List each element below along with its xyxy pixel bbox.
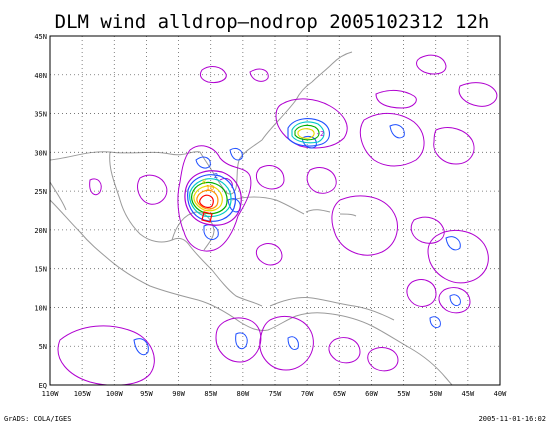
lon-tick-label: 75W [269, 390, 282, 398]
contour-label-neg2: -2 [316, 130, 324, 138]
lon-tick-label: 55W [397, 390, 410, 398]
atlantic-cluster-contours [287, 118, 331, 147]
lon-tick-label: 90W [172, 390, 185, 398]
lon-tick-label: 40W [494, 390, 507, 398]
contours-magenta [57, 54, 498, 385]
longitude-labels: 110W 105W 100W 95W 90W 85W 80W 75W 70W 65W 60W 55W 5… [42, 390, 508, 398]
lon-tick-label: 70W [301, 390, 314, 398]
lat-tick-label: 30N [34, 149, 47, 157]
lat-tick-label: 10N [34, 304, 47, 312]
footer-left: GrADS: COLA/IGES [4, 415, 71, 423]
lat-tick-label: 40N [34, 72, 47, 80]
footer-right: 2005-11-01-16:02 [479, 415, 546, 423]
map-grid [50, 36, 500, 385]
lon-tick-label: 105W [74, 390, 92, 398]
contours-blue [133, 124, 461, 356]
latitude-labels: EQ 5N 10N 15N 20N 25N 30N 35N 40N 45N [34, 33, 47, 390]
lat-tick-label: 25N [34, 188, 47, 196]
lat-tick-label: EQ [39, 382, 47, 390]
lon-tick-label: 100W [106, 390, 124, 398]
lon-tick-label: 95W [140, 390, 153, 398]
lon-tick-label: 45W [462, 390, 475, 398]
lon-tick-label: 65W [333, 390, 346, 398]
lon-tick-label: 60W [365, 390, 378, 398]
lon-tick-label: 50W [429, 390, 442, 398]
contour-label-2: 2 [214, 172, 218, 180]
lat-tick-label: 35N [34, 111, 47, 119]
lon-tick-label: 80W [237, 390, 250, 398]
coastlines [50, 51, 453, 385]
storm-core-contours [184, 170, 242, 226]
map-frame [49, 35, 501, 386]
lat-tick-label: 15N [34, 266, 47, 274]
lat-tick-label: 20N [34, 227, 47, 235]
contour-label-10: 10 [206, 184, 214, 192]
map-title: DLM wind alldrop–nodrop 2005102312 12h [55, 11, 490, 33]
contour-label-8: 8 [202, 178, 206, 186]
lon-tick-label: 110W [42, 390, 60, 398]
lat-tick-label: 45N [34, 33, 47, 41]
lat-tick-label: 5N [39, 343, 47, 351]
lon-tick-label: 85W [204, 390, 217, 398]
